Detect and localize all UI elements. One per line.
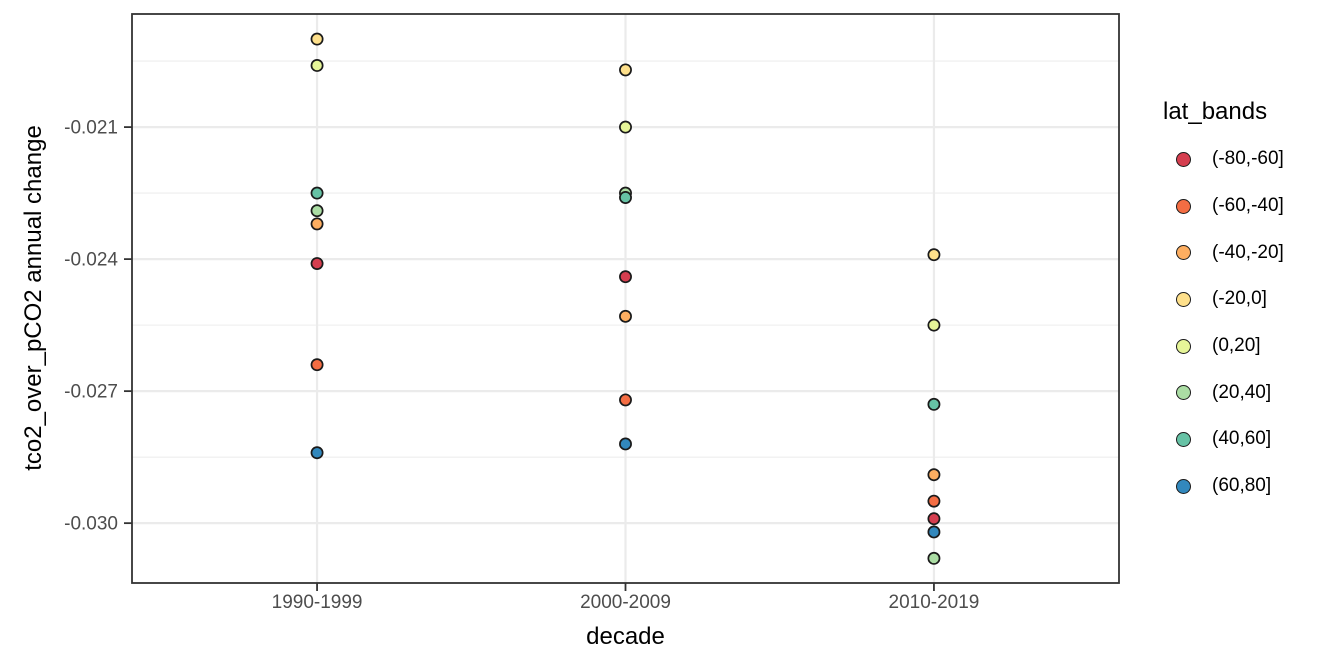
data-point — [927, 551, 941, 565]
legend-key-icon — [1176, 198, 1191, 214]
y-tick-label: -0.027 — [64, 382, 118, 403]
data-point — [310, 257, 324, 270]
data-point — [927, 525, 941, 539]
legend-item: (40,60] — [1160, 416, 1344, 463]
data-point — [619, 393, 632, 407]
legend-key-icon — [1176, 245, 1191, 261]
data-point — [927, 318, 941, 332]
data-point — [619, 270, 632, 284]
data-point — [619, 120, 632, 134]
data-point — [619, 437, 632, 451]
y-tick-label: -0.030 — [64, 514, 118, 535]
data-point — [310, 217, 324, 231]
data-point — [927, 468, 941, 482]
x-tick-label: 2010-2019 — [889, 592, 980, 613]
legend-key-icon — [1176, 291, 1191, 307]
legend-title: lat_bands — [1163, 98, 1268, 125]
data-point — [619, 309, 632, 323]
legend-key-icon — [1176, 431, 1191, 447]
data-point — [927, 512, 941, 526]
x-tick-label: 1990-1999 — [272, 592, 363, 613]
legend-item-label: (40,60] — [1212, 428, 1272, 450]
legend-item: (-40,-20] — [1160, 229, 1344, 276]
legend: lat_bands (-80,-60] (-60,-40] (-40,-20] (-2… — [1160, 97, 1344, 510]
legend-key-icon — [1176, 385, 1191, 401]
x-tick-label: 2000-2009 — [580, 592, 671, 613]
data-point — [310, 204, 324, 218]
legend-item-label: (0,20] — [1212, 335, 1261, 357]
legend-item-label: (60,80] — [1212, 475, 1272, 497]
data-point — [310, 358, 324, 372]
legend-item-label: (-60,-40] — [1212, 195, 1284, 217]
legend-item-label: (20,40] — [1212, 381, 1272, 403]
legend-item: (0,20] — [1160, 323, 1344, 370]
legend-item: (60,80] — [1160, 463, 1344, 510]
y-tick-label: -0.024 — [64, 250, 118, 271]
data-point — [310, 186, 324, 200]
data-point — [927, 397, 941, 411]
data-point — [310, 59, 324, 72]
legend-key-icon — [1176, 151, 1191, 167]
data-point — [310, 32, 324, 46]
legend-key-icon — [1176, 478, 1191, 494]
y-tick-label: -0.021 — [64, 118, 118, 139]
x-axis-title: decade — [586, 623, 665, 650]
legend-key-icon — [1176, 338, 1191, 354]
legend-item: (20,40] — [1160, 369, 1344, 416]
legend-item: (-80,-60] — [1160, 136, 1344, 183]
legend-item: (-20,0] — [1160, 276, 1344, 323]
data-point — [619, 191, 632, 204]
y-axis-title: tco2_over_pCO2 annual change — [20, 125, 47, 471]
legend-items: (-80,-60] (-60,-40] (-40,-20] (-20,0] (0,20]… — [1160, 136, 1344, 510]
data-point — [619, 63, 632, 77]
legend-item-label: (-40,-20] — [1212, 241, 1284, 263]
legend-item: (-60,-40] — [1160, 183, 1344, 230]
legend-item-label: (-80,-60] — [1212, 148, 1284, 170]
legend-item-label: (-20,0] — [1212, 288, 1267, 310]
data-point — [927, 494, 941, 508]
data-point — [310, 446, 324, 460]
data-point — [927, 248, 941, 262]
